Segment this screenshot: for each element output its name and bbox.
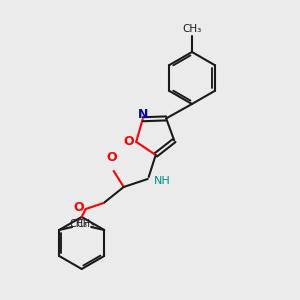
Text: N: N xyxy=(137,108,148,121)
Text: O: O xyxy=(74,202,84,214)
Text: NH: NH xyxy=(154,176,170,186)
Text: O: O xyxy=(123,135,134,148)
Text: CH₃: CH₃ xyxy=(69,219,87,229)
Text: CH₃: CH₃ xyxy=(182,24,202,34)
Text: CH₃: CH₃ xyxy=(76,219,94,229)
Text: O: O xyxy=(106,151,117,164)
